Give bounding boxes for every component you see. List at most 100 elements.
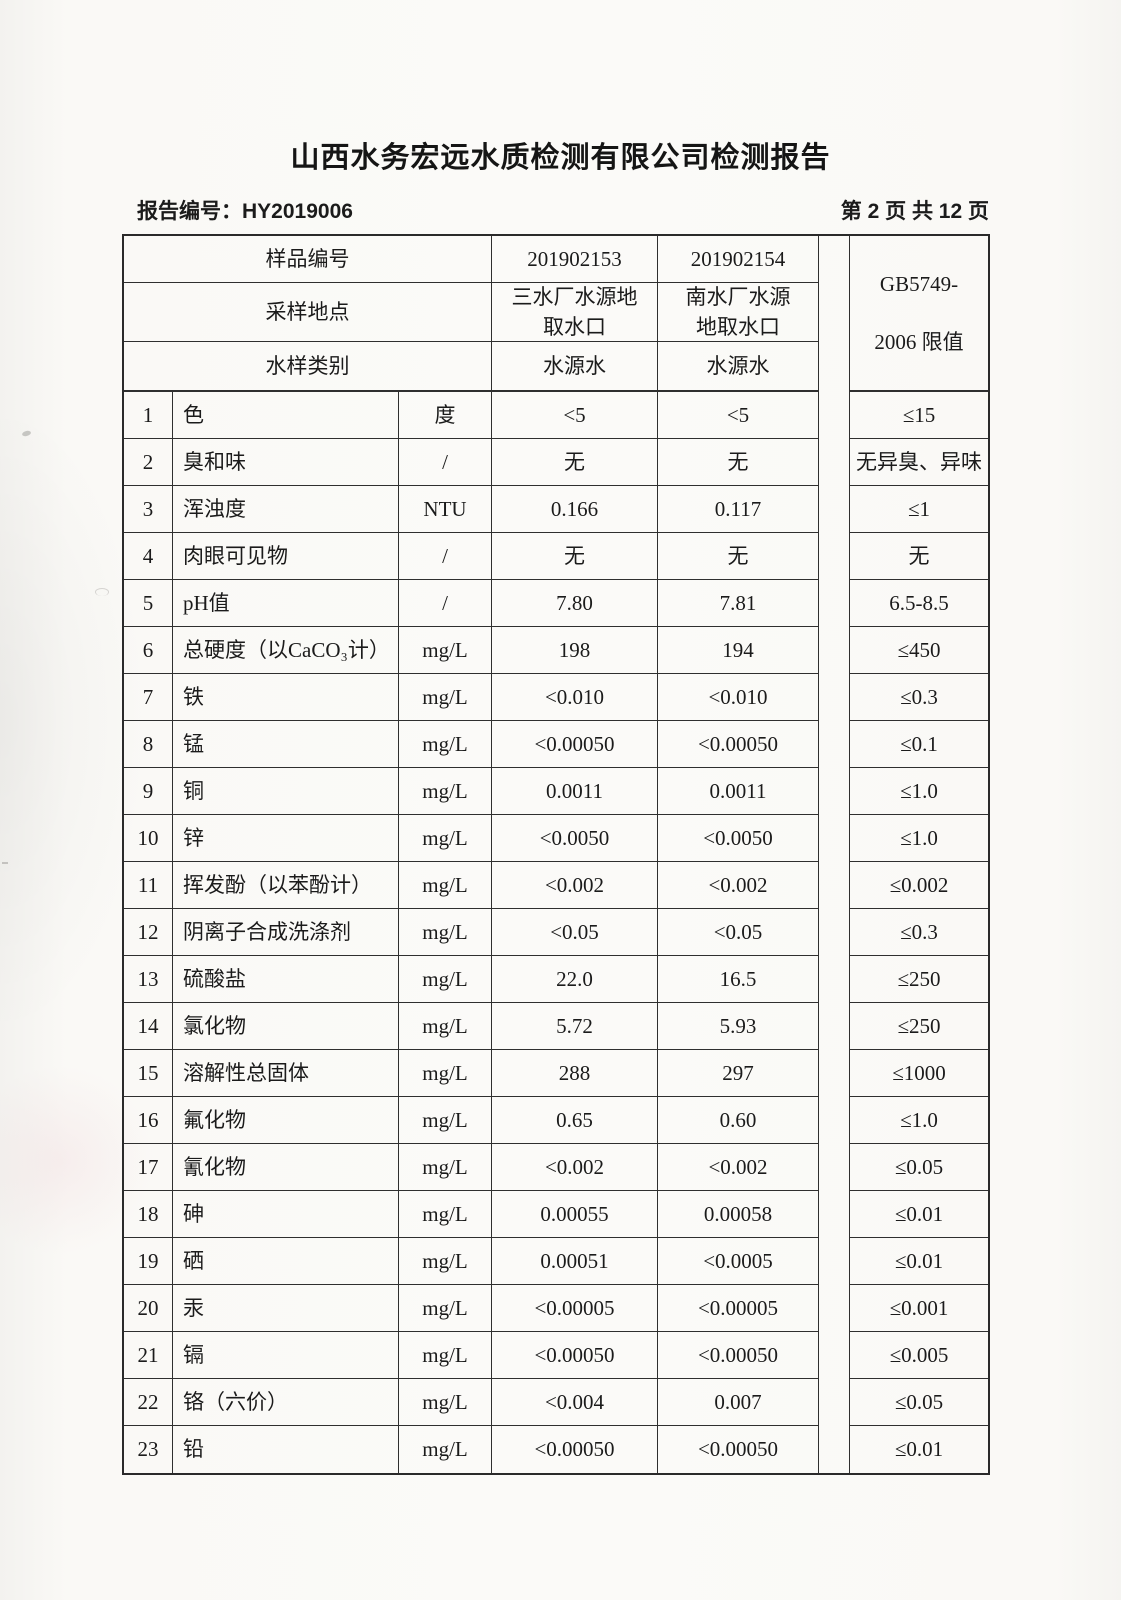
- sample2-value: 0.00058: [658, 1191, 819, 1238]
- sample1-value: 198: [492, 627, 658, 674]
- param-name: 铬（六价）: [173, 1379, 399, 1426]
- limit-value: ≤1.0: [850, 1097, 988, 1144]
- row-number: 22: [124, 1379, 173, 1426]
- limit-header-line1: GB5749-: [879, 272, 959, 297]
- row-number: 6: [124, 627, 173, 674]
- limit-value: ≤1000: [850, 1050, 988, 1097]
- sample1-value: 无: [492, 439, 658, 486]
- sample2-value: <0.0050: [658, 815, 819, 862]
- param-name: 阴离子合成洗涤剂: [173, 909, 399, 956]
- sample1-value: <0.00050: [492, 1426, 658, 1473]
- page-title: 山西水务宏远水质检测有限公司检测报告: [290, 142, 831, 174]
- scan-speck: [2, 862, 8, 864]
- sample1-value: <5: [492, 392, 658, 439]
- row-number: 20: [124, 1285, 173, 1332]
- param-unit: mg/L: [399, 674, 492, 721]
- sample2-value: 7.81: [658, 580, 819, 627]
- limit-value: ≤0.01: [850, 1238, 988, 1285]
- limit-value: ≤450: [850, 627, 988, 674]
- param-unit: mg/L: [399, 815, 492, 862]
- row-number: 23: [124, 1426, 173, 1473]
- row-number: 7: [124, 674, 173, 721]
- param-name: 氰化物: [173, 1144, 399, 1191]
- sample2-value: 0.0011: [658, 768, 819, 815]
- limit-value: 无: [850, 533, 988, 580]
- limit-value: ≤0.05: [850, 1144, 988, 1191]
- param-unit: mg/L: [399, 1238, 492, 1285]
- param-name: 汞: [173, 1285, 399, 1332]
- param-name: 锰: [173, 721, 399, 768]
- sample1-value: <0.05: [492, 909, 658, 956]
- sample1-value: <0.00050: [492, 721, 658, 768]
- sample-no-label-cell: 样品编号: [124, 236, 492, 283]
- limit-header-line2: 2006 限值: [874, 329, 964, 354]
- param-name: 溶解性总固体: [173, 1050, 399, 1097]
- sample2-value: 无: [658, 533, 819, 580]
- sample2-value: 0.007: [658, 1379, 819, 1426]
- limit-value: ≤15: [850, 392, 988, 439]
- sample1-value: 0.00055: [492, 1191, 658, 1238]
- row-number: 14: [124, 1003, 173, 1050]
- limit-value: 6.5-8.5: [850, 580, 988, 627]
- row-number: 12: [124, 909, 173, 956]
- row-number: 11: [124, 862, 173, 909]
- row-number: 1: [124, 392, 173, 439]
- row-number: 21: [124, 1332, 173, 1379]
- limit-value: ≤0.3: [850, 909, 988, 956]
- sample2-value: <5: [658, 392, 819, 439]
- param-unit: mg/L: [399, 1144, 492, 1191]
- limit-value: 无异臭、异味: [850, 439, 988, 486]
- limit-value: ≤1.0: [850, 815, 988, 862]
- sample1-value: 5.72: [492, 1003, 658, 1050]
- limit-value: ≤1: [850, 486, 988, 533]
- param-name: 锌: [173, 815, 399, 862]
- param-unit: mg/L: [399, 1332, 492, 1379]
- sample1-value: 0.0011: [492, 768, 658, 815]
- param-unit: mg/L: [399, 1426, 492, 1473]
- row-number: 18: [124, 1191, 173, 1238]
- param-unit: 度: [399, 392, 492, 439]
- param-unit: mg/L: [399, 1191, 492, 1238]
- param-name: 氟化物: [173, 1097, 399, 1144]
- param-name: 挥发酚（以苯酚计）: [173, 862, 399, 909]
- limit-value: ≤0.01: [850, 1191, 988, 1238]
- sample1-value: <0.004: [492, 1379, 658, 1426]
- param-name: 镉: [173, 1332, 399, 1379]
- param-unit: mg/L: [399, 909, 492, 956]
- sampling-site-label-cell: 采样地点: [124, 283, 492, 342]
- sample1-value: <0.0050: [492, 815, 658, 862]
- sample2-value: 194: [658, 627, 819, 674]
- row-number: 17: [124, 1144, 173, 1191]
- sample1-value: <0.010: [492, 674, 658, 721]
- sample2-value: <0.002: [658, 862, 819, 909]
- row-number: 13: [124, 956, 173, 1003]
- row-number: 10: [124, 815, 173, 862]
- param-unit: mg/L: [399, 1097, 492, 1144]
- sample1-value: <0.00005: [492, 1285, 658, 1332]
- page-indicator: 第 2 页 共 12 页: [840, 200, 989, 223]
- sample2-value: 297: [658, 1050, 819, 1097]
- param-name: 臭和味: [173, 439, 399, 486]
- row-number: 15: [124, 1050, 173, 1097]
- sample2-site-cell: 南水厂水源 地取水口: [658, 283, 819, 342]
- param-name: 色: [173, 392, 399, 439]
- sample2-type-cell: 水源水: [658, 342, 819, 392]
- sample1-value: <0.002: [492, 862, 658, 909]
- limit-value: ≤250: [850, 956, 988, 1003]
- sample1-value: <0.00050: [492, 1332, 658, 1379]
- sample2-value: 5.93: [658, 1003, 819, 1050]
- param-name: 肉眼可见物: [173, 533, 399, 580]
- sample1-value: 无: [492, 533, 658, 580]
- sample1-value: <0.002: [492, 1144, 658, 1191]
- limit-value: ≤250: [850, 1003, 988, 1050]
- limit-value: ≤0.002: [850, 862, 988, 909]
- param-name: 砷: [173, 1191, 399, 1238]
- param-unit: /: [399, 580, 492, 627]
- param-unit: mg/L: [399, 721, 492, 768]
- scan-speck: [21, 429, 32, 438]
- limit-value: ≤1.0: [850, 768, 988, 815]
- param-unit: mg/L: [399, 1050, 492, 1097]
- sample2-value: <0.00050: [658, 721, 819, 768]
- limit-value: ≤0.001: [850, 1285, 988, 1332]
